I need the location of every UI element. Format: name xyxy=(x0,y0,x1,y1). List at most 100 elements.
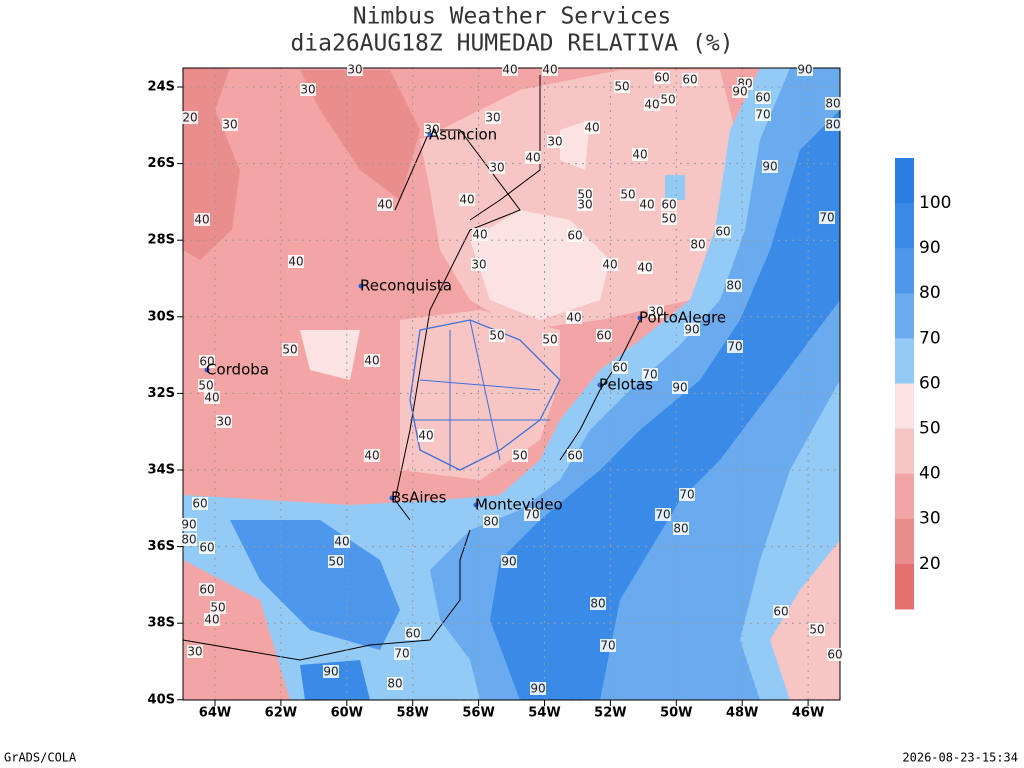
contour-label: 30 xyxy=(187,645,202,659)
contour-label-box xyxy=(661,212,677,225)
cities: Asuncion Reconquista Cordoba PortoAlegre Pel… xyxy=(204,126,726,514)
contour-label-box xyxy=(726,279,742,292)
contour-label-box xyxy=(216,415,232,428)
contour-label-box xyxy=(654,71,670,84)
colorbar-label: 50 xyxy=(919,419,941,439)
colorbar-swatch xyxy=(895,293,914,339)
contour-label: 40 xyxy=(459,193,474,207)
contour-label: 90 xyxy=(672,381,687,395)
contour-label-box xyxy=(648,305,664,318)
contour-label-box xyxy=(661,198,677,211)
lon-label: 62W xyxy=(265,706,297,721)
contour-label-box xyxy=(542,333,558,346)
city-label: PortoAlegre xyxy=(639,309,726,327)
contour-label: 40 xyxy=(542,63,557,77)
contour-label: 90 xyxy=(530,682,545,696)
contour-label-box xyxy=(364,449,380,462)
contour-label: 50 xyxy=(620,188,635,202)
contour-label: 90 xyxy=(797,63,812,77)
contour-label-box xyxy=(459,193,475,206)
contour-label: 30 xyxy=(471,258,486,272)
colorbar-label: 100 xyxy=(919,193,951,213)
contour-label-box xyxy=(773,605,789,618)
contour-label: 60 xyxy=(405,627,420,641)
contour-label: 40 xyxy=(288,255,303,269)
contour-label: 80 xyxy=(673,522,688,536)
contour-label-box xyxy=(577,198,593,211)
contour-label-box xyxy=(755,91,771,104)
contour-label-box xyxy=(377,198,393,211)
contour-label: 70 xyxy=(394,647,409,661)
contour-label-box xyxy=(502,63,518,76)
contour-label: 90 xyxy=(501,555,516,569)
contour-label-box xyxy=(637,261,653,274)
contour-label: 40 xyxy=(632,148,647,162)
contour-label-box xyxy=(679,488,695,501)
contour-label-box xyxy=(584,121,600,134)
lat-label: 40S xyxy=(148,692,175,707)
contour-label-box xyxy=(418,429,434,442)
contour-label-box xyxy=(755,108,771,121)
contour-label-box xyxy=(614,80,630,93)
contour-label: 30 xyxy=(648,305,663,319)
contour-label: 70 xyxy=(524,508,539,522)
colorbar-label: 90 xyxy=(919,238,941,258)
contour-label: 40 xyxy=(525,151,540,165)
contour-label: 50 xyxy=(614,80,629,94)
contour-label-box xyxy=(405,627,421,640)
city-label: Asuncion xyxy=(429,126,497,144)
lat-label: 34S xyxy=(148,463,175,478)
contour-label-box xyxy=(632,148,648,161)
footer-left: GrADS/COLA xyxy=(4,751,77,765)
contour-label-box xyxy=(181,533,197,546)
contour-label: 80 xyxy=(483,515,498,529)
contour-label: 40 xyxy=(566,311,581,325)
contour-label: 50 xyxy=(661,212,676,226)
contour-label-box xyxy=(727,340,743,353)
contour-label: 30 xyxy=(347,63,362,77)
contour-label: 80 xyxy=(825,97,840,111)
colorbar-swatch xyxy=(895,428,914,475)
contour-label-box xyxy=(489,329,505,342)
contour-label: 60 xyxy=(715,225,730,239)
lon-label: 64W xyxy=(199,706,231,721)
contour-label: 50 xyxy=(282,343,297,357)
contour-label: 40 xyxy=(472,228,487,242)
city-label: Montevideo xyxy=(475,496,563,514)
contour-label: 40 xyxy=(637,261,652,275)
lon-label: 46W xyxy=(792,706,824,721)
contour-label-box xyxy=(204,613,220,626)
contour-label: 30 xyxy=(485,111,500,125)
lat-label: 28S xyxy=(148,233,175,248)
contour-label-box xyxy=(547,135,563,148)
lat-label: 38S xyxy=(148,616,175,631)
contour-label: 40 xyxy=(204,613,219,627)
lat-label: 26S xyxy=(148,156,175,171)
contour-label: 50 xyxy=(809,623,824,637)
city-label: Pelotas xyxy=(599,376,653,394)
contour-label-box xyxy=(323,665,339,678)
lon-label: 52W xyxy=(594,706,626,721)
colorbar-swatch xyxy=(895,518,914,565)
contour-label-box xyxy=(198,379,214,392)
colorbar-swatch xyxy=(895,338,914,384)
footer-right: 2026-08-23-15:34 xyxy=(902,751,1018,765)
city-dot xyxy=(204,367,210,373)
contour-label: 90 xyxy=(684,323,699,337)
contour-label-box xyxy=(596,329,612,342)
contour-label: 90 xyxy=(181,518,196,532)
graticule: 24S 26S 28S 30S 32S 34S 36S 38S 40S 64W 62W 60W 58W 5… xyxy=(148,68,840,721)
contour-label-box xyxy=(600,639,616,652)
contour-label-box xyxy=(334,535,350,548)
contour-label: 50 xyxy=(210,601,225,615)
contour-label-box xyxy=(222,118,238,131)
contour-label: 60 xyxy=(682,73,697,87)
contour-label-box xyxy=(192,497,208,510)
colorbar-label: 60 xyxy=(919,373,941,393)
contour-label-box xyxy=(825,97,841,110)
contour-label-box xyxy=(471,258,487,271)
contour-label: 70 xyxy=(600,639,615,653)
